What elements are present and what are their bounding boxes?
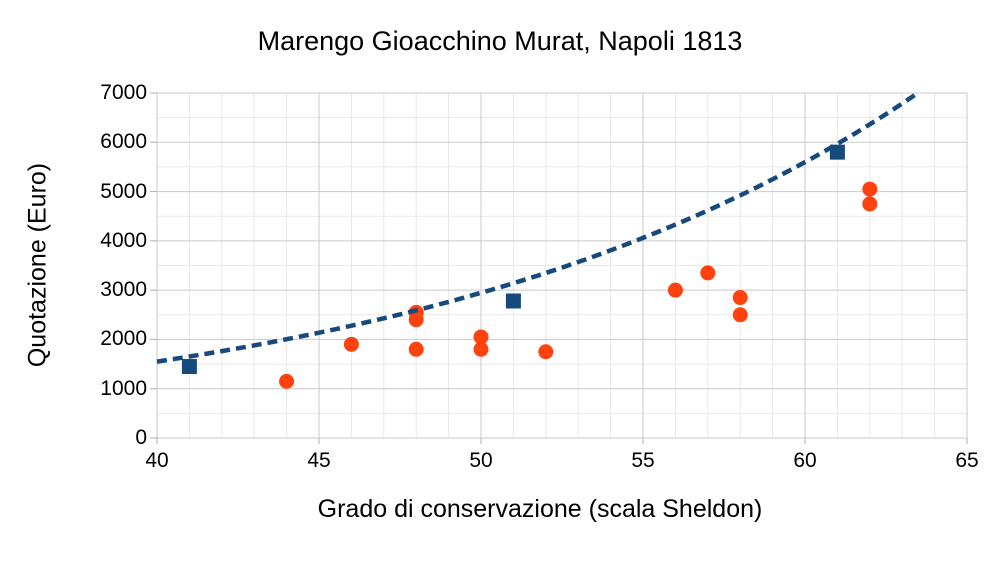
data-point-circle xyxy=(473,341,489,357)
y-tick-label: 7000 xyxy=(100,81,147,104)
plot-border xyxy=(156,92,968,439)
y-tick-label: 0 xyxy=(135,426,147,449)
y-tick-label: 4000 xyxy=(100,228,147,252)
y-tick-label: 6000 xyxy=(100,130,147,154)
data-point-circle xyxy=(538,344,554,360)
x-tick-label: 50 xyxy=(469,449,493,472)
x-tick-label: 60 xyxy=(793,449,817,472)
trend-curve xyxy=(156,90,920,364)
data-point-square xyxy=(181,359,197,375)
x-tick-label: 40 xyxy=(145,449,169,472)
data-point-circle xyxy=(862,181,878,197)
x-tick-label: 45 xyxy=(307,449,331,472)
data-point-circle xyxy=(408,341,424,357)
y-tick-label: 5000 xyxy=(100,179,147,203)
data-point-circle xyxy=(732,290,748,306)
data-point-circle xyxy=(862,196,878,212)
data-point-square xyxy=(505,293,521,309)
data-point-circle xyxy=(700,265,716,281)
chart-title: Marengo Gioacchino Murat, Napoli 1813 xyxy=(257,26,743,56)
x-tick-label: 55 xyxy=(631,449,655,472)
data-point-circle xyxy=(473,329,489,345)
y-tick-label: 3000 xyxy=(100,278,147,302)
x-axis-title: Grado di conservazione (scala Sheldon) xyxy=(317,495,763,523)
x-tick-label: 65 xyxy=(955,449,979,472)
y-tick-label: 1000 xyxy=(100,376,147,400)
data-point-circle xyxy=(408,312,424,328)
data-point-circle xyxy=(732,307,748,323)
data-point-circle xyxy=(343,336,359,352)
data-point-circle xyxy=(667,282,683,298)
data-point-circle xyxy=(279,373,295,389)
y-tick-label: 2000 xyxy=(100,327,147,351)
